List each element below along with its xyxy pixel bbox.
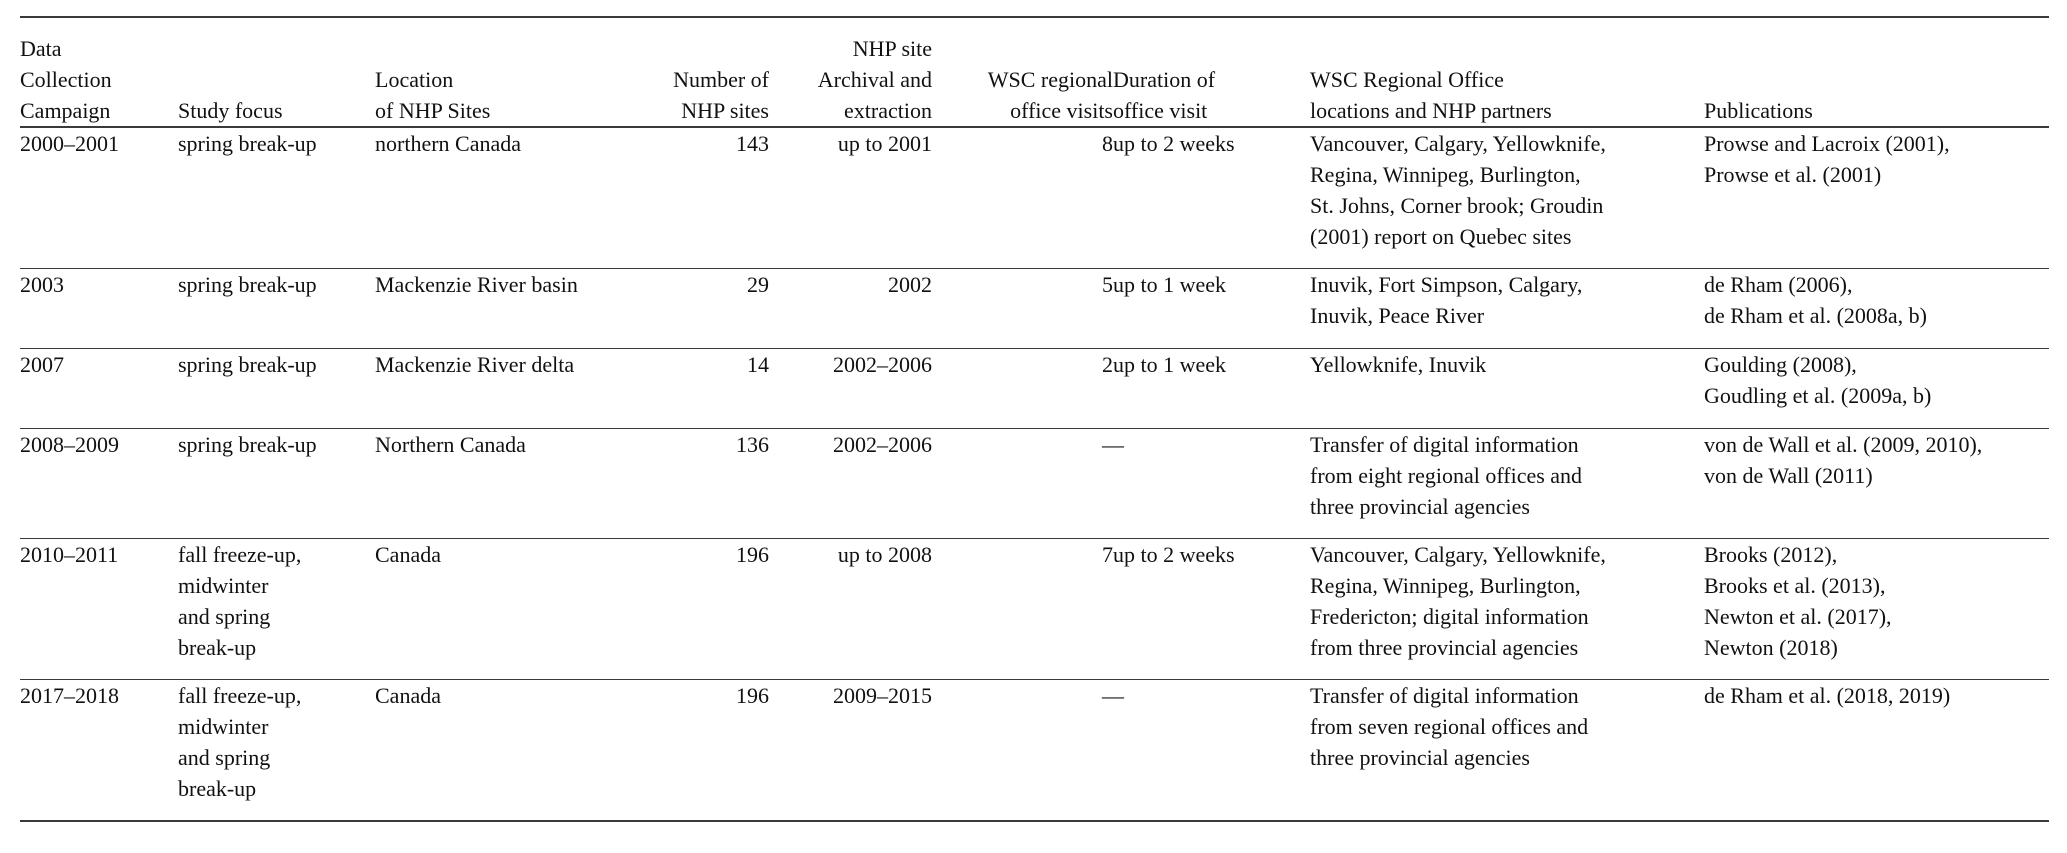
cell-publications: Goulding (2008), Goudling et al. (2009a,…	[1704, 351, 1932, 408]
cell-visits: –	[1102, 431, 1113, 457]
cell-duration: up to 1 week	[1113, 351, 1227, 377]
cell-study-focus: spring break-up	[178, 131, 317, 156]
cell-offices: Inuvik, Fort Simpson, Calgary, Inuvik, P…	[1310, 271, 1583, 328]
cell-campaign: 2007	[20, 351, 64, 377]
cell-archival: up to 2001	[837, 131, 932, 156]
table-row: 2007 spring break-up Mackenzie River del…	[20, 348, 2049, 428]
cell-publications: de Rham (2006), de Rham et al. (2008a, b…	[1704, 271, 1927, 328]
cell-visits: 8	[1102, 131, 1113, 156]
cell-location: Mackenzie River delta	[375, 351, 575, 377]
cell-offices: Vancouver, Calgary, Yellowknife, Regina,…	[1310, 131, 1606, 249]
cell-campaign: 2000–2001	[20, 131, 119, 156]
cell-duration: up to 1 week	[1113, 271, 1227, 297]
cell-visits: 2	[1102, 351, 1113, 377]
table-row: 2017–2018 fall freeze-up, midwinter and …	[20, 679, 2049, 821]
cell-duration: –	[1113, 431, 1124, 457]
col-header-num-sites: Number of NHP sites	[640, 17, 769, 128]
cell-study-focus: spring break-up	[178, 271, 317, 297]
cell-campaign: 2003	[20, 271, 64, 297]
table-row: 2000–2001 spring break-up northern Canad…	[20, 127, 2049, 268]
cell-location: Canada	[375, 682, 441, 708]
table-row: 2008–2009 spring break-up Northern Canad…	[20, 428, 2049, 538]
cell-location: Mackenzie River basin	[375, 271, 578, 297]
col-header-campaign: Data Collection Campaign	[20, 17, 178, 128]
cell-publications: von de Wall et al. (2009, 2010), von de …	[1704, 431, 1983, 488]
cell-campaign: 2010–2011	[20, 541, 119, 567]
cell-duration: up to 2 weeks	[1113, 541, 1235, 567]
cell-publications: de Rham et al. (2018, 2019)	[1704, 682, 1951, 708]
cell-study-focus: spring break-up	[178, 351, 317, 377]
cell-campaign: 2008–2009	[20, 431, 119, 457]
cell-publications: Prowse and Lacroix (2001), Prowse et al.…	[1704, 131, 1950, 187]
cell-offices: Transfer of digital information from eig…	[1310, 431, 1583, 519]
data-collection-campaigns-table: Data Collection Campaign Study focus Loc…	[20, 16, 2049, 822]
col-header-archival: NHP site Archival and extraction	[769, 17, 932, 128]
cell-offices: Yellowknife, Inuvik	[1310, 351, 1487, 377]
cell-duration: –	[1113, 682, 1124, 708]
cell-num-sites: 196	[736, 541, 769, 567]
cell-offices: Transfer of digital information from sev…	[1310, 682, 1589, 770]
table-body: 2000–2001 spring break-up northern Canad…	[20, 127, 2049, 821]
cell-offices: Vancouver, Calgary, Yellowknife, Regina,…	[1310, 541, 1606, 660]
cell-num-sites: 143	[736, 131, 769, 156]
col-header-location: Location of NHP Sites	[375, 17, 640, 128]
cell-publications: Brooks (2012), Brooks et al. (2013), New…	[1704, 541, 1892, 660]
cell-archival: 2002–2006	[833, 351, 932, 377]
cell-archival: 2009–2015	[833, 682, 932, 708]
col-header-publications: Publications	[1704, 17, 2049, 128]
col-header-study-focus: Study focus	[178, 17, 375, 128]
col-header-duration: Duration of office visit	[1113, 17, 1310, 128]
cell-duration: up to 2 weeks	[1113, 131, 1235, 156]
header-row: Data Collection Campaign Study focus Loc…	[20, 17, 2049, 128]
cell-location: Canada	[375, 541, 441, 567]
cell-visits: 5	[1102, 271, 1113, 297]
cell-location: Northern Canada	[375, 431, 526, 457]
table-header: Data Collection Campaign Study focus Loc…	[20, 17, 2049, 128]
cell-study-focus: fall freeze-up, midwinter and spring bre…	[178, 541, 302, 660]
table-row: 2010–2011 fall freeze-up, midwinter and …	[20, 538, 2049, 679]
cell-study-focus: fall freeze-up, midwinter and spring bre…	[178, 682, 302, 801]
cell-num-sites: 136	[736, 431, 769, 457]
cell-visits: 7	[1102, 541, 1113, 567]
cell-visits: –	[1102, 682, 1113, 708]
col-header-offices: WSC Regional Office locations and NHP pa…	[1310, 17, 1704, 128]
cell-study-focus: spring break-up	[178, 431, 317, 457]
cell-num-sites: 29	[747, 271, 769, 297]
table-row: 2003 spring break-up Mackenzie River bas…	[20, 268, 2049, 348]
cell-num-sites: 196	[736, 682, 769, 708]
cell-campaign: 2017–2018	[20, 682, 119, 708]
cell-archival: up to 2008	[837, 541, 932, 567]
col-header-visits: WSC regional office visits	[932, 17, 1113, 128]
cell-location: northern Canada	[375, 131, 521, 156]
cell-archival: 2002–2006	[833, 431, 932, 457]
cell-num-sites: 14	[747, 351, 769, 377]
cell-archival: 2002	[888, 271, 932, 297]
